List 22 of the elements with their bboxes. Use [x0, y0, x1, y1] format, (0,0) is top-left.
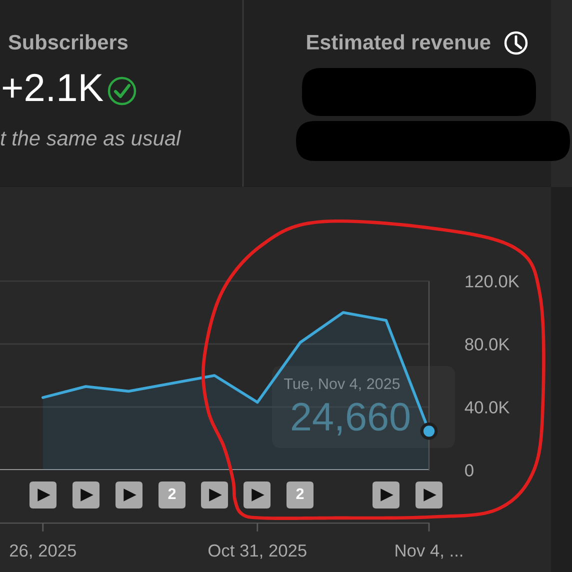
text: ▶: [38, 488, 50, 502]
x-tick-label: 26, 2025: [10, 544, 76, 559]
text: ▶: [424, 488, 436, 502]
text: 2: [168, 488, 176, 499]
x-tick-label: Nov 4, ...: [396, 544, 462, 559]
text: +2.1K: [2, 74, 104, 102]
x-tick-label: Oct 31, 2025: [208, 544, 306, 559]
y-tick-label: 80.0K: [465, 338, 510, 350]
annotation: Tue, Nov 4, 2025: [284, 378, 400, 391]
text: Estimated revenue: [307, 34, 490, 50]
text: ▶: [80, 488, 94, 502]
text: 2: [296, 488, 304, 499]
y-tick-label: 0: [465, 464, 474, 476]
data-label: 24,660: [292, 402, 410, 436]
text: ▶: [209, 488, 222, 502]
text: Subscribers: [8, 34, 128, 50]
text: ▶: [380, 488, 394, 502]
y-tick-label: 120.0K: [466, 275, 520, 288]
text: ▶: [252, 488, 264, 502]
text: t the same as usual: [0, 130, 182, 146]
text: ▶: [124, 488, 136, 502]
y-tick-label: 40.0K: [464, 401, 510, 414]
